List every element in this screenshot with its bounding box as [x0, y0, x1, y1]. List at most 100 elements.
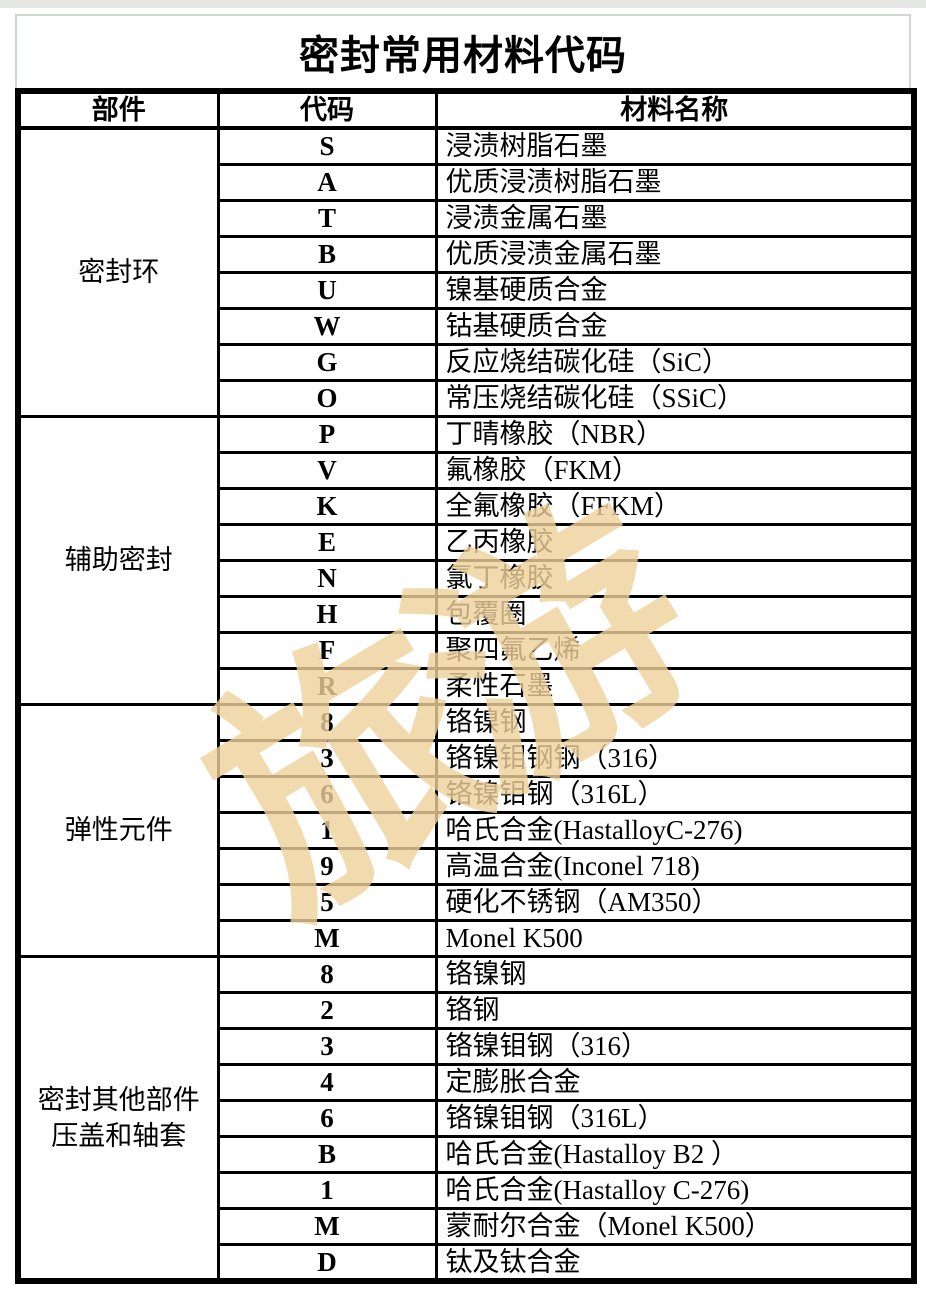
material-name-cell: Monel K500: [434, 918, 916, 958]
material-name-cell: 哈氏合金(Hastalloy B2 ）: [434, 1134, 916, 1174]
code-cell: K: [216, 486, 438, 526]
material-name-cell: 丁晴橡胶（NBR）: [434, 414, 916, 454]
table-row: 1 哈氏合金(Hastalloy C-276): [18, 1170, 916, 1210]
material-name-cell: 全氟橡胶（FFKM）: [434, 486, 916, 526]
material-name-cell: 高温合金(Inconel 718): [434, 846, 916, 886]
code-cell: 9: [216, 846, 438, 886]
material-name-cell: 铬钢: [434, 990, 916, 1030]
material-name-cell: 优质浸渍金属石墨: [434, 234, 916, 274]
title-box: 密封常用材料代码: [15, 14, 911, 88]
table-row: 弹性元件 8 铬镍钢: [16, 702, 916, 958]
code-cell: 8: [216, 954, 438, 994]
table-row: F 聚四氟乙烯: [18, 630, 916, 670]
material-name-cell: 铬镍钼钢（316L）: [434, 1098, 916, 1138]
code-cell: 6: [216, 1098, 438, 1138]
page-title: 密封常用材料代码: [299, 33, 627, 78]
code-cell: S: [216, 126, 438, 166]
material-name-cell: 钴基硬质合金: [434, 306, 916, 346]
table-row: E 乙丙橡胶: [18, 522, 916, 562]
table-row: 辅助密封 P 丁晴橡胶（NBR）: [16, 414, 916, 706]
code-cell: E: [216, 522, 438, 562]
material-name-cell: 优质浸渍树脂石墨: [434, 162, 916, 202]
code-cell: W: [216, 306, 438, 346]
table-row: M 蒙耐尔合金（Monel K500）: [18, 1206, 916, 1246]
material-name-cell: 铬镍钼钢钢（316）: [434, 738, 916, 778]
code-cell: 8: [216, 702, 438, 742]
table-row: 密封其他部件 压盖和轴套 8 铬镍钢: [16, 954, 916, 1283]
code-cell: R: [216, 666, 438, 706]
material-name-cell: 定膨胀合金: [434, 1062, 916, 1102]
table-row: 6 铬镍钼钢（316L）: [18, 774, 916, 814]
part-cell: 密封其他部件 压盖和轴套: [16, 954, 220, 1283]
code-cell: V: [216, 450, 438, 490]
table-row: W 钴基硬质合金: [18, 306, 916, 346]
material-name-cell: 硬化不锈钢（AM350）: [434, 882, 916, 922]
table-row: O 常压烧结碳化硅（SSiC）: [18, 378, 916, 418]
code-cell: P: [216, 414, 438, 454]
code-cell: O: [216, 378, 438, 418]
material-code-table: 部件 代码 材料名称 密封环 S 浸渍树脂石墨 A 优质浸渍树脂石墨 T 浸渍金属石墨 B 优质…: [15, 88, 917, 1285]
table-row: V 氟橡胶（FKM）: [18, 450, 916, 490]
code-cell: 3: [216, 738, 438, 778]
table-row: B 哈氏合金(Hastalloy B2 ）: [18, 1134, 916, 1174]
table-row: 2 铬钢: [18, 990, 916, 1030]
material-name-cell: 哈氏合金(Hastalloy C-276): [434, 1170, 916, 1210]
code-cell: M: [216, 1206, 438, 1246]
part-cell: 弹性元件: [16, 702, 220, 958]
header-material: 材料名称: [434, 89, 916, 131]
part-cell: 密封环: [16, 126, 220, 418]
header-part: 部件: [16, 89, 220, 131]
material-name-cell: 浸渍树脂石墨: [434, 126, 916, 166]
table-row: 3 铬镍钼钢（316）: [18, 1026, 916, 1066]
table-row: H 包覆圈: [18, 594, 916, 634]
header-code: 代码: [216, 89, 438, 131]
table-row: G 反应烧结碳化硅（SiC）: [18, 342, 916, 382]
material-name-cell: 铬镍钢: [434, 702, 916, 742]
material-name-cell: 蒙耐尔合金（Monel K500）: [434, 1206, 916, 1246]
material-name-cell: 反应烧结碳化硅（SiC）: [434, 342, 916, 382]
code-cell: 1: [216, 1170, 438, 1210]
table-row: 密封环 S 浸渍树脂石墨: [16, 126, 916, 418]
header-row: 部件 代码 材料名称: [16, 89, 916, 131]
code-cell: 5: [216, 882, 438, 922]
code-cell: 2: [216, 990, 438, 1030]
code-cell: M: [216, 918, 438, 958]
table-row: D 钛及钛合金: [18, 1242, 916, 1283]
material-name-cell: 铬镍钼钢（316）: [434, 1026, 916, 1066]
table-row: U 镍基硬质合金: [18, 270, 916, 310]
code-cell: B: [216, 234, 438, 274]
material-name-cell: 氯丁橡胶: [434, 558, 916, 598]
part-cell: 辅助密封: [16, 414, 220, 706]
table-row: B 优质浸渍金属石墨: [18, 234, 916, 274]
material-name-cell: 包覆圈: [434, 594, 916, 634]
page-top-strip: [0, 0, 926, 8]
material-name-cell: 聚四氟乙烯: [434, 630, 916, 670]
code-cell: 4: [216, 1062, 438, 1102]
table-row: 3 铬镍钼钢钢（316）: [18, 738, 916, 778]
table-row: N 氯丁橡胶: [18, 558, 916, 598]
code-cell: 1: [216, 810, 438, 850]
code-cell: F: [216, 630, 438, 670]
table-row: T 浸渍金属石墨: [18, 198, 916, 238]
material-name-cell: 柔性石墨: [434, 666, 916, 706]
material-name-cell: 氟橡胶（FKM）: [434, 450, 916, 490]
table-row: 1 哈氏合金(HastalloyC-276): [18, 810, 916, 850]
code-cell: N: [216, 558, 438, 598]
code-cell: 6: [216, 774, 438, 814]
code-cell: A: [216, 162, 438, 202]
code-cell: H: [216, 594, 438, 634]
table-row: 6 铬镍钼钢（316L）: [18, 1098, 916, 1138]
material-name-cell: 浸渍金属石墨: [434, 198, 916, 238]
code-cell: 3: [216, 1026, 438, 1066]
material-name-cell: 镍基硬质合金: [434, 270, 916, 310]
table-body: 密封环 S 浸渍树脂石墨 A 优质浸渍树脂石墨 T 浸渍金属石墨 B 优质浸渍金属石墨 U 镍基硬质…: [16, 126, 916, 1283]
code-cell: U: [216, 270, 438, 310]
table-row: M Monel K500: [18, 918, 916, 958]
material-name-cell: 铬镍钢: [434, 954, 916, 994]
material-name-cell: 常压烧结碳化硅（SSiC）: [434, 378, 916, 418]
table-row: R 柔性石墨: [18, 666, 916, 706]
code-cell: B: [216, 1134, 438, 1174]
material-name-cell: 乙丙橡胶: [434, 522, 916, 562]
table-row: 9 高温合金(Inconel 718): [18, 846, 916, 886]
